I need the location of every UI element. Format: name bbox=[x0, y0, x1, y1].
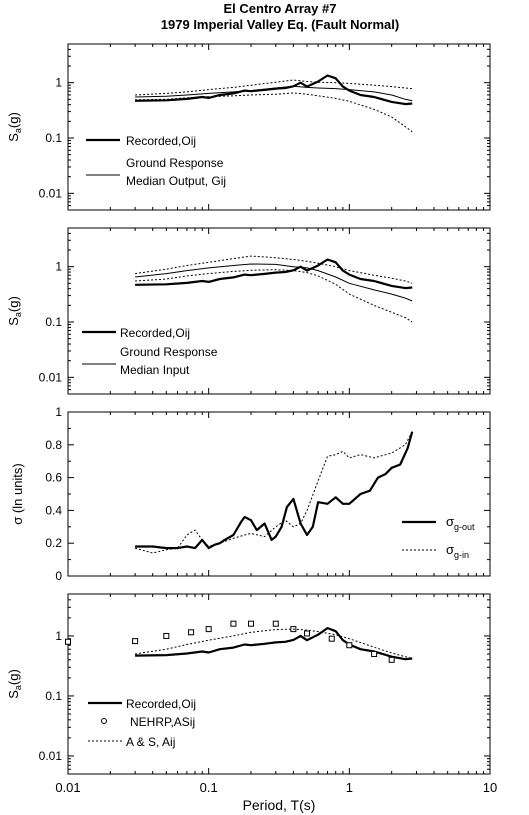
panel4-y-axis-label: Sa(g) bbox=[6, 669, 23, 699]
panel1-plot-area bbox=[67, 43, 491, 211]
panel3-y-tick-label: 1 bbox=[55, 405, 62, 419]
panel3-y-tick-label: 0.4 bbox=[45, 503, 62, 517]
panel4-nehrp-marker bbox=[132, 638, 139, 645]
panel4-nehrp-marker bbox=[272, 620, 279, 627]
panel4-nehrp-marker bbox=[371, 651, 378, 657]
panel1-y-axis-label: Sa(g) bbox=[6, 112, 23, 142]
panel4-nehrp-marker bbox=[346, 642, 353, 649]
panel4-legend-label-0: Recorded,Oij bbox=[126, 697, 196, 711]
panel2-series-median-line bbox=[135, 263, 413, 302]
panel4-plot-area bbox=[65, 593, 491, 775]
panel2-series-recorded-line bbox=[135, 258, 413, 290]
panel3-y-axis-label: σ (ln units) bbox=[10, 463, 25, 524]
panel4-y-tick-label: 0.1 bbox=[45, 689, 62, 703]
panel2-y-tick-label: 1 bbox=[55, 260, 62, 274]
panel1-legend-label-median-1: Ground Response bbox=[126, 156, 224, 170]
panel4-series-a-and-s-line bbox=[135, 628, 413, 659]
panel4-nehrp-marker bbox=[188, 629, 195, 636]
panel2-legend-label-recorded: Recorded,Oij bbox=[120, 326, 190, 340]
panel2-series-bound-line-lower bbox=[135, 269, 413, 323]
panel2-y-tick-label: 0.01 bbox=[39, 370, 63, 384]
panel1-series-median-line bbox=[135, 85, 413, 102]
panel4-legend-label-2: A & S, Aij bbox=[126, 735, 175, 749]
x-tick-label: 0.1 bbox=[200, 780, 218, 795]
panel2-legend-label-median-1: Ground Response bbox=[120, 345, 218, 359]
panel1-y-tick-label: 1 bbox=[55, 76, 62, 90]
panel1-legend-label-recorded: Recorded,Oij bbox=[126, 134, 196, 148]
panel2-series-bound-line-upper bbox=[135, 255, 413, 284]
panel2-y-axis-label: Sa(g) bbox=[6, 296, 23, 326]
panel4-nehrp-marker bbox=[163, 632, 170, 639]
panel3-y-tick-label: 0.8 bbox=[45, 438, 62, 452]
panel1-series-bound-line-upper bbox=[135, 79, 413, 96]
panel3-legend-label-g-in: σg-in bbox=[446, 542, 469, 560]
panel4-nehrp-marker bbox=[388, 656, 395, 663]
panel4-y-tick-label: 0.01 bbox=[39, 749, 63, 763]
panel3-y-tick-label: 0 bbox=[55, 569, 62, 583]
panel3-series-recorded-line bbox=[135, 431, 414, 550]
panel1-y-tick-label: 0.01 bbox=[39, 186, 63, 200]
panel4-series-recorded-line bbox=[135, 627, 413, 661]
panel4-legend-sample-1 bbox=[101, 718, 107, 724]
panel1-frame bbox=[67, 43, 491, 211]
chart-title-line-1: El Centro Array #7 bbox=[223, 1, 337, 16]
panel1-series-recorded-line bbox=[135, 74, 413, 106]
chart-title-line-2: 1979 Imperial Valley Eq. (Fault Normal) bbox=[160, 17, 400, 32]
x-tick-label: 10 bbox=[483, 780, 497, 795]
panel3-plot-area bbox=[67, 411, 491, 577]
panel3-series-sigma-g-in-line bbox=[134, 431, 413, 554]
panel3-y-tick-label: 0.6 bbox=[45, 471, 62, 485]
panel4-legend-label-1: NEHRP,ASij bbox=[130, 715, 195, 729]
panel2-legend-label-median-2: Median Input bbox=[120, 363, 190, 377]
panel4-nehrp-marker bbox=[248, 620, 255, 627]
panel3-frame bbox=[67, 411, 491, 577]
x-axis-label: Period, T(s) bbox=[243, 797, 316, 813]
panel4-y-tick-label: 1 bbox=[55, 629, 62, 643]
panel3-y-tick-label: 0.2 bbox=[45, 536, 62, 550]
panel4-nehrp-marker bbox=[65, 638, 71, 645]
panel1-legend-label-median-2: Median Output, Gij bbox=[126, 174, 226, 188]
panel3-legend-label-g-out: σg-out bbox=[446, 514, 475, 532]
panel1-y-tick-label: 0.1 bbox=[45, 131, 62, 145]
x-tick-label: 1 bbox=[346, 780, 353, 795]
x-tick-label: 0.01 bbox=[55, 780, 80, 795]
panel4-nehrp-marker bbox=[230, 620, 237, 627]
panel4-nehrp-marker bbox=[303, 630, 310, 637]
panel4-nehrp-marker bbox=[328, 635, 335, 642]
panel2-frame bbox=[67, 227, 491, 395]
panel4-frame bbox=[67, 593, 491, 775]
panel2-y-tick-label: 0.1 bbox=[45, 315, 62, 329]
panel1-series-bound-line-lower bbox=[135, 92, 413, 133]
panel2-plot-area bbox=[67, 227, 491, 395]
panel4-nehrp-marker bbox=[205, 626, 212, 633]
